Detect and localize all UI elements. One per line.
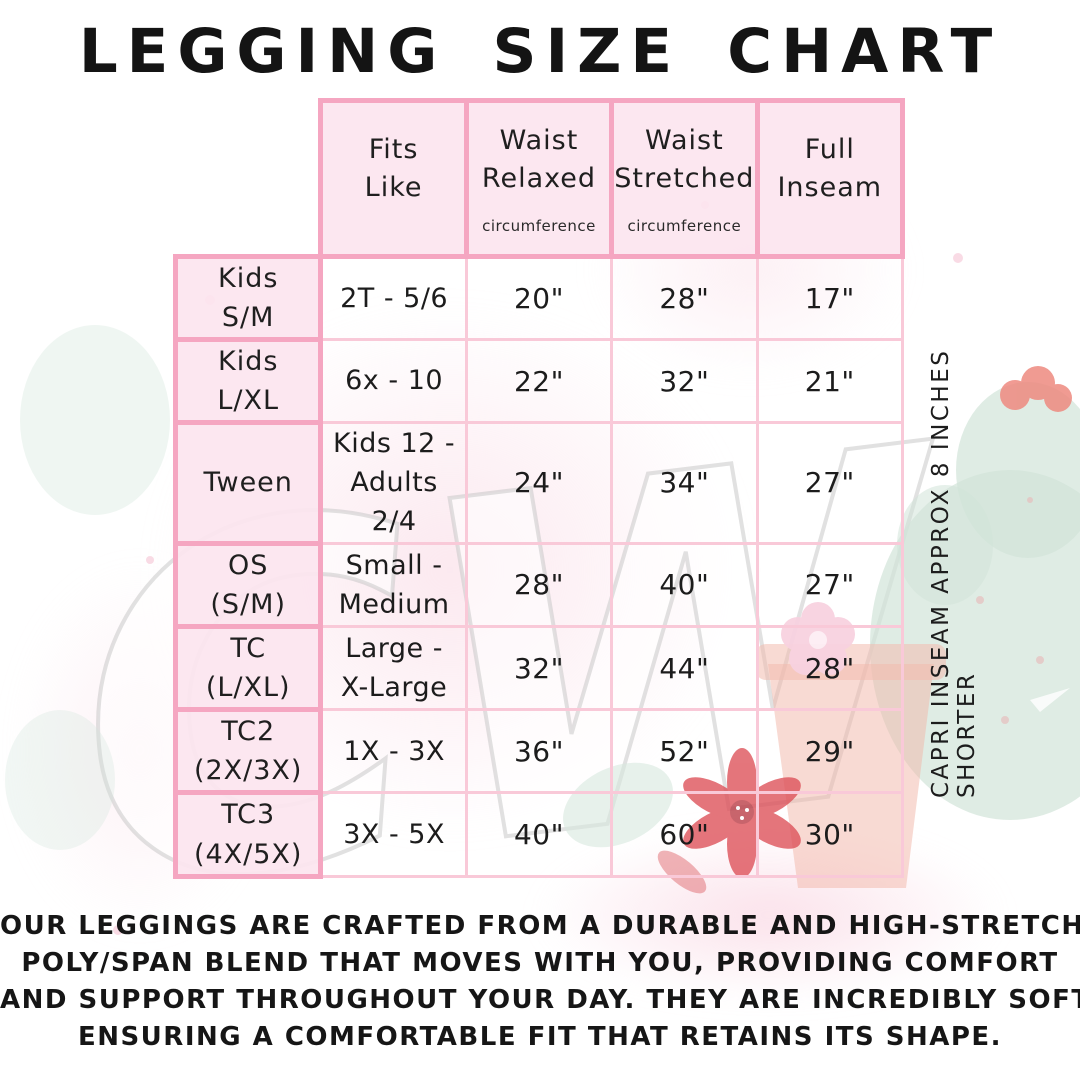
size-chart-table: Fits Like Waist Relaxed circumference Wa… [172, 98, 906, 879]
full-inseam-cell: 28" [755, 624, 905, 712]
column-header-waist-relaxed: Waist Relaxed circumference [463, 98, 615, 259]
waist-relaxed-cell: 32" [464, 624, 614, 712]
fits-like-cell: 6x - 10 [319, 337, 468, 425]
waist-stretched-cell: 60" [610, 791, 759, 878]
mint-blob [20, 325, 170, 515]
row-label: Tween [172, 420, 324, 546]
waist-stretched-cell: 34" [610, 421, 759, 545]
column-header-subtext: circumference [482, 216, 596, 235]
column-header-fits-like: Fits Like [318, 98, 469, 259]
description-line: ENSURING A COMFORTABLE FIT THAT RETAINS … [77, 1022, 1003, 1052]
waist-stretched-cell: 32" [610, 337, 759, 425]
table-row-tc: TC (L/XL) Large - X-Large 32" 44" 28" [172, 623, 905, 713]
full-inseam-cell: 27" [755, 421, 905, 545]
column-header-subtext: circumference [627, 216, 742, 235]
waist-relaxed-cell: 36" [464, 708, 614, 795]
waist-relaxed-cell: 40" [464, 791, 614, 878]
table-row-os: OS (S/M) Small - Medium 28" 40" 27" [172, 540, 905, 629]
table-row-tc3: TC3 (4X/5X) 3X - 5X 40" 60" 30" [172, 790, 905, 879]
description-line: OUR LEGGINGS ARE CRAFTED FROM A DURABLE … [0, 911, 1080, 941]
description-line: POLY/SPAN BLEND THAT MOVES WITH YOU, PRO… [21, 948, 1059, 978]
page-title: LEGGING SIZE CHART [78, 16, 1002, 87]
waist-relaxed-cell: 22" [464, 337, 614, 425]
full-inseam-cell: 21" [755, 337, 905, 425]
capri-inseam-note: CAPRI INSEAM APPROX 8 INCHES SHORTER [928, 348, 980, 798]
fits-like-cell: Large - X-Large [319, 624, 468, 712]
table-row-tween: Tween Kids 12 - Adults 2/4 24" 34" 27" [172, 420, 905, 546]
table-header-row: Fits Like Waist Relaxed circumference Wa… [176, 98, 906, 259]
column-header-label: Waist Stretched [614, 125, 755, 194]
fits-like-cell: Small - Medium [319, 541, 468, 628]
table-corner-cell [176, 101, 321, 257]
waist-stretched-cell: 52" [610, 708, 759, 795]
full-inseam-cell: 29" [755, 708, 905, 795]
waist-relaxed-cell: 24" [464, 421, 614, 545]
table-row-tc2: TC2 (2X/3X) 1X - 3X 36" 52" 29" [172, 707, 905, 796]
fits-like-cell: 1X - 3X [319, 708, 468, 795]
full-inseam-cell: 17" [755, 254, 905, 341]
column-header-label: Waist Relaxed [481, 125, 597, 194]
fits-like-cell: 2T - 5/6 [319, 254, 468, 341]
full-inseam-cell: 27" [755, 541, 905, 628]
row-label: Kids L/XL [172, 336, 324, 426]
table-row-kids-lxl: Kids L/XL 6x - 10 22" 32" 21" [172, 336, 905, 426]
row-label: OS (S/M) [172, 540, 324, 629]
waist-stretched-cell: 44" [610, 624, 759, 712]
fits-like-cell: 3X - 5X [319, 791, 468, 878]
coral-flower-watermark [1000, 366, 1072, 412]
row-label: TC2 (2X/3X) [172, 707, 324, 796]
row-label: Kids S/M [172, 253, 324, 342]
fits-like-cell: Kids 12 - Adults 2/4 [319, 421, 468, 545]
full-inseam-cell: 30" [755, 791, 905, 878]
column-header-label: Full Inseam [777, 134, 883, 203]
column-header-full-inseam: Full Inseam [754, 98, 906, 259]
waist-relaxed-cell: 28" [464, 541, 614, 628]
mint-blob [5, 710, 115, 850]
description-line: AND SUPPORT THROUGHOUT YOUR DAY. THEY AR… [0, 985, 1080, 1015]
waist-stretched-cell: 28" [610, 254, 759, 341]
waist-stretched-cell: 40" [610, 541, 759, 628]
column-header-waist-stretched: Waist Stretched circumference [609, 98, 760, 259]
row-label: TC3 (4X/5X) [172, 790, 324, 879]
column-header-label: Fits Like [364, 134, 423, 203]
product-description: OUR LEGGINGS ARE CRAFTED FROM A DURABLE … [0, 908, 1080, 1056]
waist-relaxed-cell: 20" [464, 254, 614, 341]
row-label: TC (L/XL) [172, 623, 324, 713]
table-row-kids-sm: Kids S/M 2T - 5/6 20" 28" 17" [172, 253, 905, 342]
